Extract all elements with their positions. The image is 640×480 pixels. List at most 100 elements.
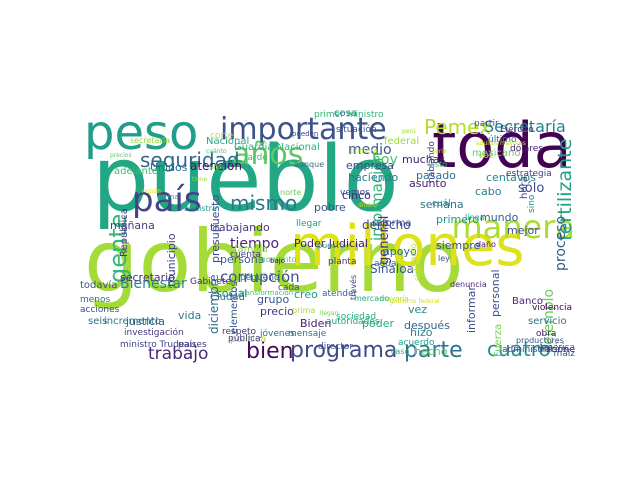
- word-muchas: muchas: [402, 153, 446, 166]
- word-seis: seis: [88, 316, 108, 327]
- word-politica: política: [230, 334, 267, 345]
- word-bajo: bajo: [270, 257, 285, 265]
- word-denuncia: denuncia: [450, 280, 487, 289]
- word-pobre: pobre: [314, 201, 346, 214]
- word-trabajando: trabajando: [210, 221, 270, 234]
- word-mayoria: mayoría: [380, 295, 409, 303]
- word-cuanto: cuanto: [409, 243, 418, 271]
- word-cabo: cabo: [475, 185, 502, 198]
- word-pueden: pueden: [292, 130, 319, 138]
- word-banco: Banco: [512, 296, 543, 307]
- word-programa: programa: [290, 338, 398, 363]
- word-mexicano: mexicano: [472, 148, 521, 159]
- word-paises: países: [178, 340, 207, 350]
- word-importante: importante: [220, 112, 387, 147]
- word-ultimo: último: [488, 135, 517, 145]
- word-vemos: vemos: [340, 188, 370, 198]
- word-manana: mañana: [110, 219, 155, 232]
- word-america: América: [537, 343, 575, 353]
- word-trabajo: trabajo: [148, 344, 209, 364]
- word-atencion: atención: [190, 159, 242, 173]
- word-visto: visto: [428, 160, 448, 169]
- word-secretario: secretario: [120, 271, 175, 284]
- word-bienestar: Bienestar: [120, 276, 187, 292]
- word-acuerdo: acuerdo: [398, 338, 435, 348]
- word-serie: serie: [432, 148, 447, 155]
- word-aunque: aunque: [294, 160, 325, 169]
- word-ministro-trudeau: ministro Trudeau: [120, 340, 196, 350]
- word-situacion: situación: [336, 125, 377, 135]
- word-corte: corte: [210, 131, 234, 141]
- word-justicia: justicia: [126, 315, 165, 328]
- word-gobierno: gobierno: [84, 212, 464, 312]
- word-ciudad: Ciudad: [210, 292, 245, 303]
- word-llegar: llegar: [296, 219, 322, 229]
- word-social: social: [216, 287, 248, 300]
- word-sino: sino: [527, 194, 537, 213]
- word-investigacion: investigación: [124, 328, 184, 338]
- word-poder: poder: [362, 317, 394, 330]
- word-norte: norte: [280, 188, 302, 197]
- word-peso: peso: [84, 105, 199, 161]
- word-sociedad: sociedad: [336, 312, 377, 322]
- word-region: región: [142, 188, 161, 195]
- word-acciones: acciones: [80, 305, 120, 315]
- word-anos: años: [232, 137, 304, 172]
- word-prima: prima: [292, 306, 316, 315]
- word-hizo: hizo: [410, 326, 433, 339]
- word-unidos: Unidos: [150, 161, 188, 174]
- word-adultos-mayores: adultos mayores: [476, 140, 526, 147]
- word-proceso: proceso: [553, 215, 569, 271]
- word-cinco: cinco: [342, 189, 371, 202]
- word-seguridad: seguridad: [140, 148, 240, 172]
- word-cuatro: cuatro: [487, 337, 551, 361]
- word-mensaje: mensaje: [288, 329, 327, 339]
- word-millones: millones: [290, 214, 525, 279]
- word-administracion: administración: [502, 345, 569, 355]
- word-tiempo: tiempo: [230, 236, 280, 252]
- word-obra: obra: [536, 329, 557, 339]
- word-voz: voz: [478, 151, 494, 161]
- word-informe: informe: [540, 345, 575, 355]
- word-creo: creo: [294, 288, 318, 301]
- word-publica: pública: [228, 334, 261, 344]
- word-corrupcion: corrupción: [220, 268, 300, 286]
- word-secretaria: secretaria: [130, 136, 170, 145]
- word-atender: atender: [322, 289, 358, 299]
- word-jovenes: jóvenes: [260, 329, 295, 339]
- word-cuenta: cuenta: [230, 250, 261, 260]
- word-pequeno: pequeño: [240, 273, 280, 283]
- word-biden: Biden: [300, 317, 332, 330]
- word-hoy: hoy: [372, 152, 398, 168]
- word-centavos: centavos: [486, 171, 536, 184]
- word-manera: manera: [451, 208, 575, 246]
- word-cuanto: cuánto: [206, 148, 227, 155]
- word-mejor: mejor: [507, 224, 539, 237]
- word-servicio: servicio: [528, 316, 567, 327]
- word-estrategia: estrategia: [506, 169, 552, 179]
- word-dolares: dólares: [510, 144, 543, 154]
- word-informar: informar: [465, 286, 478, 333]
- word-peru: perú: [402, 128, 416, 135]
- word-transformacion: transformación: [240, 289, 294, 297]
- word-pemex: Pemex: [424, 115, 491, 139]
- word-incremento: incremento: [104, 316, 161, 327]
- word-dano: daño: [476, 240, 496, 249]
- word-medio: medio: [348, 142, 392, 158]
- word-siempre: siempre: [436, 239, 481, 252]
- word-cual: cuál: [432, 199, 451, 209]
- word-guardia-nacional: Guardia Nacional: [234, 142, 320, 153]
- word-caso: caso: [391, 347, 410, 356]
- word-cada: cada: [278, 283, 300, 293]
- word-vida: vida: [178, 309, 202, 322]
- word-parte: parte: [404, 338, 463, 363]
- word-violencia: violencia: [532, 303, 573, 313]
- word-precio: precio: [260, 305, 294, 318]
- word-apoyo: apoyo: [383, 245, 417, 258]
- word-poder-judicial: Poder Judicial: [294, 237, 368, 250]
- word-despues: después: [404, 319, 450, 332]
- word-republica: República: [119, 208, 130, 257]
- word-bien: bien: [246, 339, 294, 364]
- word-vez: vez: [408, 303, 428, 316]
